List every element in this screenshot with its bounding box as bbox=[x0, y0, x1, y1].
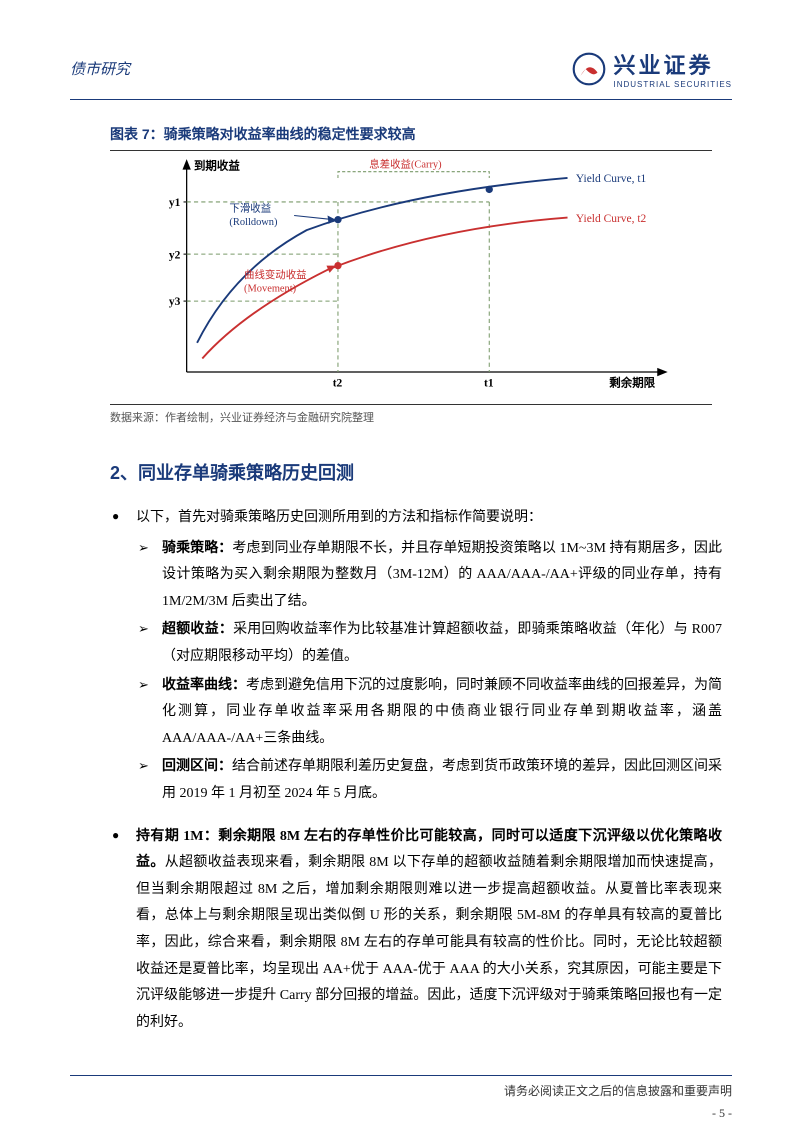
y-tick-2: y2 bbox=[169, 249, 181, 261]
page-number: - 5 - bbox=[712, 1106, 732, 1121]
item1-bold: 骑乘策略： bbox=[162, 541, 232, 556]
x-tick-1: t2 bbox=[333, 378, 343, 390]
para2-text: 从超额收益表现来看，剩余期限 8M 以下存单的超额收益随着剩余期限增加而快速提高… bbox=[136, 855, 722, 1030]
curve2-label: Yield Curve, t2 bbox=[576, 213, 647, 225]
item3-text: 考虑到避免信用下沉的过度影响，同时兼顾不同收益率曲线的回报差异，为简化测算，同业… bbox=[162, 678, 722, 746]
yield-curve-chart: 到期收益 剩余期限 y1 y2 y3 t2 t1 息差收益(Carry) 下滑收… bbox=[110, 155, 712, 395]
logo-icon bbox=[572, 52, 606, 86]
item2-text: 采用回购收益率作为比较基准计算超额收益，即骑乘策略收益（年化）与 R007（对应… bbox=[162, 622, 722, 664]
chart-container: 到期收益 剩余期限 y1 y2 y3 t2 t1 息差收益(Carry) 下滑收… bbox=[110, 150, 712, 405]
y-axis-label: 到期收益 bbox=[194, 159, 240, 173]
movement-annotation-2: (Movement) bbox=[244, 284, 297, 295]
carry-annotation: 息差收益(Carry) bbox=[369, 158, 442, 171]
body-content: 以下，首先对骑乘策略历史回测所用到的方法和指标作简要说明： 骑乘策略：考虑到同业… bbox=[110, 505, 722, 1036]
y-tick-1: y1 bbox=[169, 197, 181, 209]
rolldown-annotation-1: 下滑收益 bbox=[229, 201, 271, 214]
excess-return-bullet: 超额收益：采用回购收益率作为比较基准计算超额收益，即骑乘策略收益（年化）与 R0… bbox=[110, 617, 722, 670]
x-tick-2: t1 bbox=[484, 378, 494, 390]
strategy-bullet: 骑乘策略：考虑到同业存单期限不长，并且存单短期投资策略以 1M~3M 持有期居多… bbox=[110, 536, 722, 616]
item4-text: 结合前述存单期限利差历史复盘，考虑到货币政策环境的差异，因此回测区间采用 201… bbox=[162, 759, 722, 801]
item2-bold: 超额收益： bbox=[162, 622, 233, 637]
page-footer: 请务必阅读正文之后的信息披露和重要声明 bbox=[70, 1075, 732, 1099]
movement-annotation-1: 曲线变动收益 bbox=[244, 268, 307, 281]
rolldown-annotation-2: (Rolldown) bbox=[229, 217, 278, 228]
intro-bullet: 以下，首先对骑乘策略历史回测所用到的方法和指标作简要说明： bbox=[110, 505, 722, 532]
holding-1m-bullet: 持有期 1M：剩余期限 8M 左右的存单性价比可能较高，同时可以适度下沉评级以优… bbox=[110, 824, 722, 1037]
x-axis-label: 剩余期限 bbox=[609, 376, 655, 390]
item1-text: 考虑到同业存单期限不长，并且存单短期投资策略以 1M~3M 持有期居多，因此设计… bbox=[162, 541, 722, 609]
backtest-period-bullet: 回测区间：结合前述存单期限利差历史复盘，考虑到货币政策环境的差异，因此回测区间采… bbox=[110, 754, 722, 807]
chart-source: 数据来源：作者绘制，兴业证券经济与金融研究院整理 bbox=[110, 409, 732, 425]
section-title: 2、同业存单骑乘策略历史回测 bbox=[110, 459, 732, 485]
intro-text: 以下，首先对骑乘策略历史回测所用到的方法和指标作简要说明： bbox=[136, 510, 542, 525]
company-logo: 兴业证券 INDUSTRIAL SECURITIES bbox=[572, 48, 733, 89]
doc-category: 债市研究 bbox=[70, 58, 130, 79]
company-name-en: INDUSTRIAL SECURITIES bbox=[614, 80, 733, 89]
y-tick-3: y3 bbox=[169, 296, 181, 308]
item4-bold: 回测区间： bbox=[162, 759, 232, 774]
curve1-label: Yield Curve, t1 bbox=[576, 173, 647, 185]
page-header: 债市研究 兴业证券 INDUSTRIAL SECURITIES bbox=[70, 48, 732, 100]
company-name-cn: 兴业证券 bbox=[614, 48, 733, 80]
chart-title: 图表 7：骑乘策略对收益率曲线的稳定性要求较高 bbox=[110, 124, 732, 144]
yield-curve-bullet: 收益率曲线：考虑到避免信用下沉的过度影响，同时兼顾不同收益率曲线的回报差异，为简… bbox=[110, 673, 722, 753]
logo-text: 兴业证券 INDUSTRIAL SECURITIES bbox=[614, 48, 733, 89]
disclaimer-text: 请务必阅读正文之后的信息披露和重要声明 bbox=[504, 1084, 732, 1098]
item3-bold: 收益率曲线： bbox=[162, 678, 246, 693]
